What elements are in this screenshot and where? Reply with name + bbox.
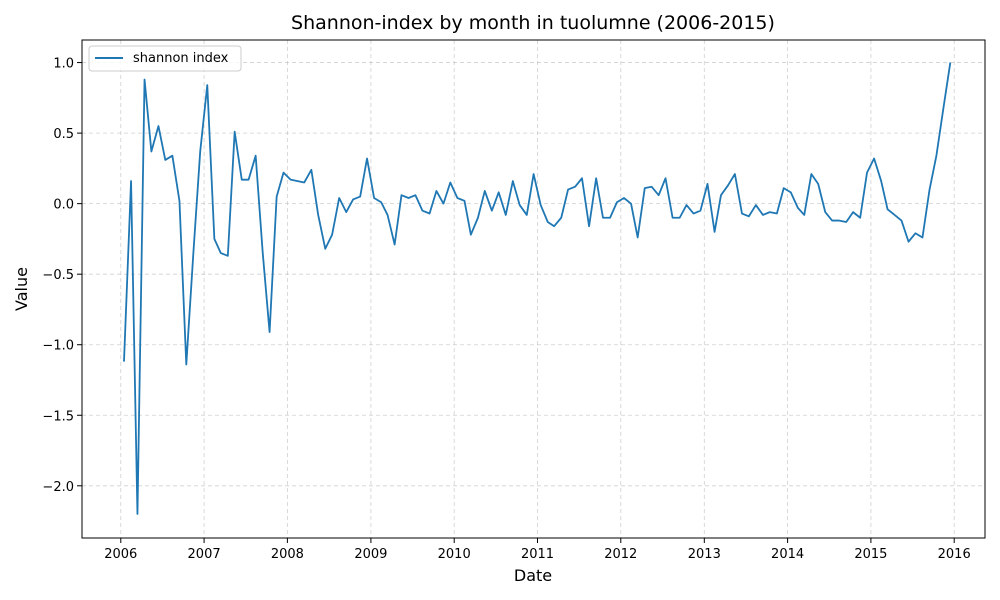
y-tick-label: −2.0: [42, 480, 74, 495]
plot-frame: [81, 39, 986, 539]
x-tick-label: 2009: [354, 547, 387, 562]
y-tick-label: 0.5: [53, 127, 74, 142]
x-tick-label: 2015: [854, 547, 887, 562]
x-tick-label: 2006: [104, 547, 137, 562]
x-tick-label: 2016: [938, 547, 971, 562]
y-axis-title: Value: [12, 267, 31, 311]
y-tick-label: −1.0: [42, 339, 74, 354]
x-tick-label: 2012: [604, 547, 637, 562]
series-line-shannon-index: [123, 62, 952, 515]
y-tick-label: −1.5: [42, 409, 74, 424]
x-tick-label: 2013: [688, 547, 721, 562]
y-tick-label: 1.0: [53, 57, 74, 72]
x-tick-label: 2014: [771, 547, 804, 562]
x-axis-title: Date: [514, 566, 552, 585]
x-axis: 2006 2007 2008 2009 2010 2011 2012 2013 2014 2015…: [104, 538, 971, 562]
y-tick-label: −0.5: [42, 268, 74, 283]
legend-box: [88, 45, 242, 72]
x-tick-label: 2011: [521, 547, 554, 562]
chart-title: Shannon-index by month in tuolumne (2006…: [291, 12, 775, 34]
plot-area: [82, 40, 985, 538]
y-tick-label: 0.0: [53, 198, 74, 213]
legend-label: shannon index: [133, 51, 229, 66]
series-group: [123, 62, 952, 515]
x-tick-label: 2010: [438, 547, 471, 562]
legend: shannon index: [88, 45, 242, 72]
y-axis: −2.0 −1.5 −1.0 −0.5 0.0 0.5 1.0: [42, 57, 82, 495]
x-tick-label: 2008: [271, 547, 304, 562]
x-tick-label: 2007: [188, 547, 221, 562]
